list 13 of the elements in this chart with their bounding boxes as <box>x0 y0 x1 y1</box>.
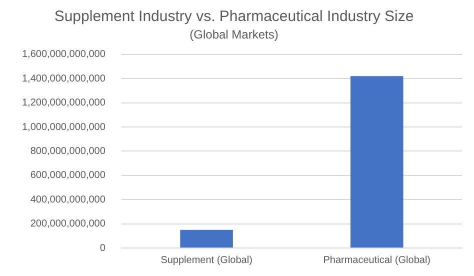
chart-subtitle: (Global Markets) <box>190 28 278 42</box>
y-tick-label: 1,600,000,000,000 <box>22 49 106 60</box>
x-tick-label: Pharmaceutical (Global) <box>323 254 430 266</box>
y-tick-label: 200,000,000,000 <box>30 218 106 230</box>
x-tick-label: Supplement (Global) <box>160 254 252 266</box>
y-tick-label: 1,000,000,000,000 <box>22 122 106 133</box>
y-tick-label: 600,000,000,000 <box>30 170 106 182</box>
y-tick-label: 400,000,000,000 <box>30 194 106 206</box>
y-tick-label: 1,400,000,000,000 <box>22 73 106 84</box>
y-tick-label: 0 <box>100 242 106 254</box>
chart-title: Supplement Industry vs. Pharmaceutical Industry Size <box>54 8 414 26</box>
y-tick-label: 800,000,000,000 <box>30 146 106 157</box>
y-tick-label: 1,200,000,000,000 <box>22 98 106 109</box>
